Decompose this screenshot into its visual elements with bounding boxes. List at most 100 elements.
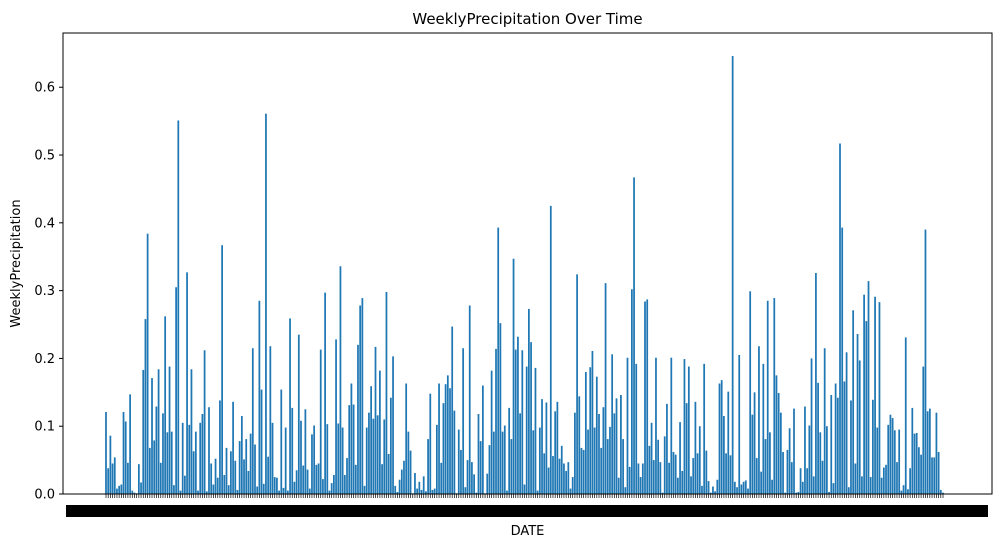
bar-31 [173,485,175,494]
bar-104 [333,475,335,494]
bar-193 [528,308,530,494]
bar-196 [534,367,537,494]
bar-211 [567,462,570,494]
bar-345 [861,476,863,494]
bar-148 [429,393,432,494]
bar-161 [457,429,460,494]
bar-4 [113,457,116,494]
bar-85 [291,407,294,494]
bar-200 [543,453,546,494]
bar-92 [306,469,309,494]
bar-174 [486,473,489,494]
bar-150 [433,488,436,494]
bar-86 [293,481,296,494]
bar-289 [738,355,741,494]
bar-73 [265,113,267,495]
bar-218 [582,449,585,494]
bar-190 [521,350,524,494]
y-tick-label-3: 0.3 [34,284,55,299]
bar-355 [882,467,885,494]
bar-114 [354,464,357,494]
bar-93 [308,488,311,494]
bar-210 [565,470,567,494]
bar-62 [240,416,243,494]
bar-266 [687,366,690,494]
bar-144 [420,489,423,494]
bar-110 [346,458,348,494]
bar-70 [258,300,261,494]
bar-189 [519,413,521,494]
bar-370 [915,432,918,494]
bar-15 [137,464,140,494]
bar-142 [416,488,419,494]
bar-131 [392,356,394,494]
bar-280 [718,383,721,494]
bar-60 [236,489,239,494]
bar-356 [885,464,887,494]
bar-242 [635,363,638,494]
bar-97 [317,463,320,494]
bar-238 [626,357,629,494]
bar-159 [453,410,456,494]
bar-265 [685,403,688,494]
bar-40 [192,451,195,494]
bar-257 [668,462,670,494]
bar-51 [216,477,219,494]
bar-101 [326,424,329,494]
bar-90 [302,465,305,494]
bar-341 [852,310,855,494]
bar-52 [219,400,221,494]
bar-298 [758,346,760,494]
bar-187 [514,349,517,494]
bar-285 [729,455,732,494]
bar-179 [497,227,500,494]
bar-167 [471,462,473,494]
bar-230 [609,426,611,494]
bar-124 [376,415,379,494]
bar-290 [740,484,743,494]
bar-379 [935,412,938,494]
bar-125 [379,370,381,494]
bar-0 [105,411,107,494]
bar-47 [208,407,210,494]
bar-269 [694,401,697,494]
bar-268 [692,458,695,494]
bar-102 [328,490,331,494]
bar-21 [151,378,153,494]
bar-327 [821,460,824,494]
bar-177 [492,431,495,494]
bar-337 [843,381,846,494]
bar-122 [372,418,375,494]
bar-336 [841,227,844,494]
bar-181 [501,431,504,494]
bar-316 [797,491,800,494]
bar-67 [251,348,254,494]
bar-278 [714,491,716,494]
bar-241 [633,177,635,494]
bar-244 [639,477,642,494]
y-tick-label-0: 0.0 [34,488,55,503]
bar-74 [267,456,270,494]
bar-72 [262,483,265,494]
bar-308 [779,412,782,494]
bar-154 [442,403,445,494]
bar-61 [238,441,241,494]
bar-130 [389,397,392,494]
bar-5 [116,488,118,494]
y-axis-title: WeeklyPrecipitation [9,199,24,327]
bar-260 [674,454,677,494]
bar-149 [431,489,434,494]
bar-219 [584,371,587,494]
bar-113 [352,404,355,494]
bar-252 [657,439,660,494]
bar-143 [418,481,421,494]
bar-350 [872,399,874,494]
bar-158 [451,326,454,494]
bar-226 [600,447,603,494]
bar-35 [181,422,184,494]
bar-43 [199,422,202,494]
y-tick-label-6: 0.6 [34,81,55,96]
bar-240 [630,289,633,494]
bar-103 [330,483,333,494]
bar-235 [620,395,622,494]
